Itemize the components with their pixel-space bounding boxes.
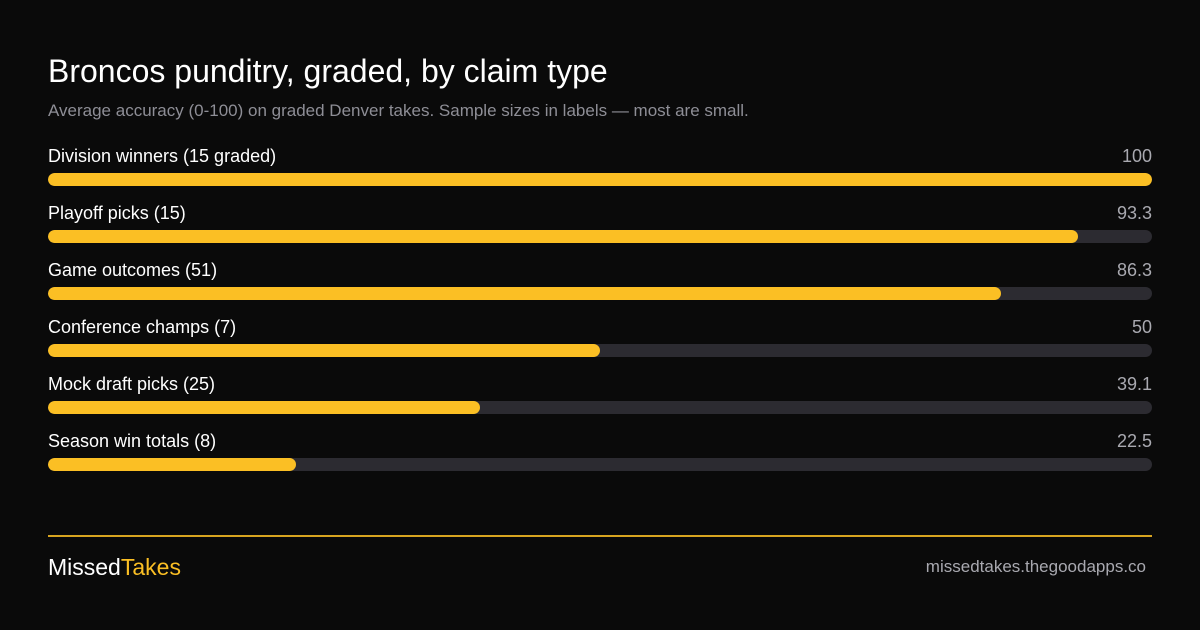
bar-category-label: Season win totals (8) xyxy=(48,431,217,451)
chart-title: Broncos punditry, graded, by claim type xyxy=(48,53,608,89)
bar-row: Mock draft picks (25) 39.1 xyxy=(48,372,1152,429)
brand-logo[interactable]: MissedTakes xyxy=(48,553,181,581)
bar xyxy=(48,401,480,414)
bar xyxy=(48,230,1079,243)
bar-row: Game outcomes (51) 86.3 xyxy=(48,258,1152,315)
bar-category-label: Division winners (15 graded) xyxy=(48,146,277,166)
brand-logo-part2: Takes xyxy=(120,554,181,580)
bar-value-label: 93.3 xyxy=(1116,203,1152,223)
footer-divider xyxy=(48,535,1152,537)
bar-value-label: 86.3 xyxy=(1116,260,1152,280)
bar xyxy=(48,287,1001,300)
bar xyxy=(48,173,1152,186)
bar-value-label: 39.1 xyxy=(1116,374,1152,394)
bar-row: Division winners (15 graded) 100 xyxy=(48,144,1152,201)
bar-value-label: 22.5 xyxy=(1116,431,1152,451)
bar xyxy=(48,344,600,357)
bar-category-label: Mock draft picks (25) xyxy=(48,374,216,394)
bar-category-label: Playoff picks (15) xyxy=(48,203,186,223)
bar-row: Playoff picks (15) 93.3 xyxy=(48,201,1152,258)
bar-row: Season win totals (8) 22.5 xyxy=(48,429,1152,486)
bar-track xyxy=(48,458,1152,471)
bar-track xyxy=(48,230,1152,243)
bar-track xyxy=(48,287,1152,300)
bar-track xyxy=(48,173,1152,186)
brand-logo-part1: Missed xyxy=(48,554,121,580)
bar-track xyxy=(48,401,1152,414)
chart-subtitle: Average accuracy (0-100) on graded Denve… xyxy=(48,101,749,120)
bar xyxy=(48,458,297,471)
bar-value-label: 50 xyxy=(1131,317,1152,337)
bar-chart: Division winners (15 graded) 100 Playoff p… xyxy=(48,144,1152,486)
bar-value-label: 100 xyxy=(1121,146,1152,166)
site-url-link[interactable]: missedtakes.thegoodapps.co xyxy=(925,557,1146,576)
bar-track xyxy=(48,344,1152,357)
bar-row: Conference champs (7) 50 xyxy=(48,315,1152,372)
bar-category-label: Conference champs (7) xyxy=(48,317,237,337)
bar-category-label: Game outcomes (51) xyxy=(48,260,218,280)
